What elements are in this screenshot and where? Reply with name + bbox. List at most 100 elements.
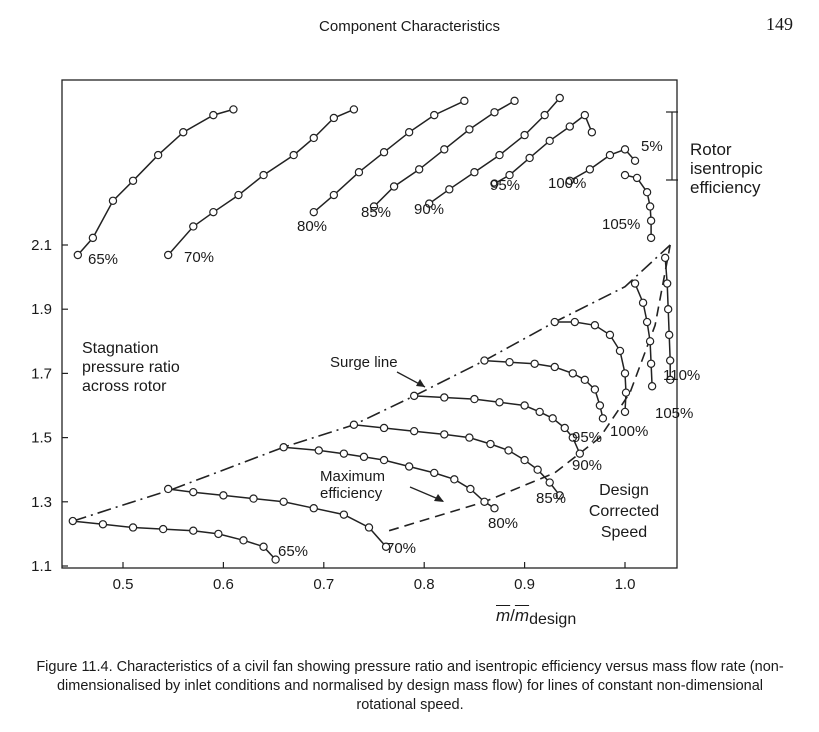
page-number: 149 (766, 14, 793, 34)
efficiency-data-point (620, 170, 630, 180)
efficiency-data-point (163, 250, 173, 260)
pressure-data-point (163, 484, 173, 494)
efficiency-data-point (545, 136, 554, 146)
efficiency-data-point (189, 222, 198, 231)
efficiency-speed-label: 105% (602, 216, 640, 233)
pressure-speed-line (283, 446, 495, 509)
efficiency-data-point (425, 199, 434, 208)
x-tick-label: 0.9 (514, 576, 535, 593)
pressure-data-point (68, 516, 78, 526)
pressure-data-point (359, 452, 369, 462)
efficiency-data-point (645, 202, 655, 211)
pressure-data-point (520, 455, 529, 465)
x-tick-label: 0.8 (414, 576, 435, 593)
efficiency-data-point (445, 185, 454, 194)
pressure-speed-label: 85% (536, 490, 566, 507)
pressure-data-point (271, 555, 280, 564)
pressure-data-point (309, 504, 318, 513)
x-axis-sep: / (510, 606, 515, 625)
efficiency-data-point (128, 176, 138, 185)
pressure-data-point (590, 385, 600, 394)
pressure-data-point (560, 423, 569, 433)
pressure-data-point (98, 520, 108, 529)
pressure-data-point (630, 279, 640, 288)
pressure-data-point (620, 407, 630, 417)
efficiency-data-point (289, 150, 298, 160)
pressure-data-point (239, 536, 248, 545)
efficiency-data-point (525, 153, 534, 163)
design-speed-label-line: Corrected (589, 503, 659, 520)
efficiency-speed-label: 95% (490, 177, 520, 194)
efficiency-speed-label: 65% (88, 251, 118, 268)
pressure-data-point (620, 369, 630, 378)
efficiency-data-point (259, 170, 268, 180)
max-eff-arrowhead (434, 494, 444, 502)
y-tick-label: 1.7 (31, 365, 52, 382)
efficiency-data-point (495, 150, 504, 160)
pressure-data-point (189, 526, 198, 535)
plot-frame (61, 79, 678, 569)
x-tick-label: 0.5 (113, 576, 134, 593)
efficiency-data-point (153, 150, 163, 160)
efficiency-data-point (179, 128, 188, 137)
pressure-data-point (466, 484, 475, 494)
y-tick-label: 1.9 (31, 301, 52, 318)
pressure-data-point (128, 523, 138, 532)
efficiency-data-point (349, 105, 359, 114)
pressure-data-point (314, 446, 323, 455)
efficiency-data-point (369, 202, 379, 211)
efficiency-title-line: isentropic (690, 159, 763, 178)
pressure-speed-label: 105% (655, 405, 693, 422)
pressure-data-point (440, 430, 449, 439)
pressure-data-point (645, 337, 655, 346)
surge-line-label: Surge line (330, 354, 398, 371)
x-axis-sub: design (529, 611, 577, 628)
efficiency-data-point (510, 96, 519, 106)
pressure-data-point (570, 317, 580, 327)
pressure-data-point (379, 455, 389, 465)
surge-arrowhead (416, 379, 425, 387)
efficiency-data-point (520, 130, 529, 140)
x-axis-symbol-2: m (514, 606, 530, 625)
pressure-data-point (480, 497, 489, 506)
x-tick-label: 0.6 (213, 576, 234, 593)
pressure-data-point (550, 317, 559, 327)
efficiency-data-point (470, 168, 479, 177)
pressure-data-point (555, 491, 564, 500)
pressure-data-point (279, 443, 288, 452)
efficiency-data-point (465, 125, 474, 134)
pressure-data-point (647, 382, 657, 391)
pressure-speed-label: 80% (488, 515, 518, 532)
pressure-data-point (409, 426, 419, 436)
pressure-data-point (279, 497, 288, 506)
pressure-data-point (379, 423, 389, 433)
efficiency-data-point (430, 110, 439, 120)
efficiency-data-point (440, 145, 449, 154)
efficiency-speed-label: 80% (297, 218, 327, 235)
y-tick-label: 2.1 (31, 237, 52, 254)
efficiency-data-point (646, 216, 656, 225)
efficiency-data-point (108, 196, 118, 205)
pressure-data-point (665, 375, 675, 385)
pressure-data-point (505, 357, 514, 367)
efficiency-speed-label: 90% (414, 201, 444, 218)
efficiency-speed-line (77, 108, 234, 256)
pressure-data-point (349, 420, 359, 429)
efficiency-data-point (88, 233, 98, 243)
pressure-speed-label: 90% (572, 457, 602, 474)
pressure-data-point (381, 542, 391, 551)
efficiency-title-line: Rotor (690, 140, 732, 159)
pressure-data-point (605, 330, 615, 340)
efficiency-data-point (234, 190, 243, 200)
efficiency-data-point (309, 207, 318, 217)
efficiency-data-point (565, 122, 574, 131)
efficiency-scale-label: 5% (641, 138, 663, 155)
x-axis-symbol: m (496, 606, 511, 625)
pressure-data-point (450, 475, 459, 484)
efficiency-data-point (329, 190, 339, 200)
pressure-data-point (214, 529, 223, 539)
pressure-speed-label: 65% (278, 543, 308, 560)
figure-caption: Figure 11.4. Characteristics of a civil … (36, 659, 784, 713)
efficiency-data-point (73, 250, 83, 260)
